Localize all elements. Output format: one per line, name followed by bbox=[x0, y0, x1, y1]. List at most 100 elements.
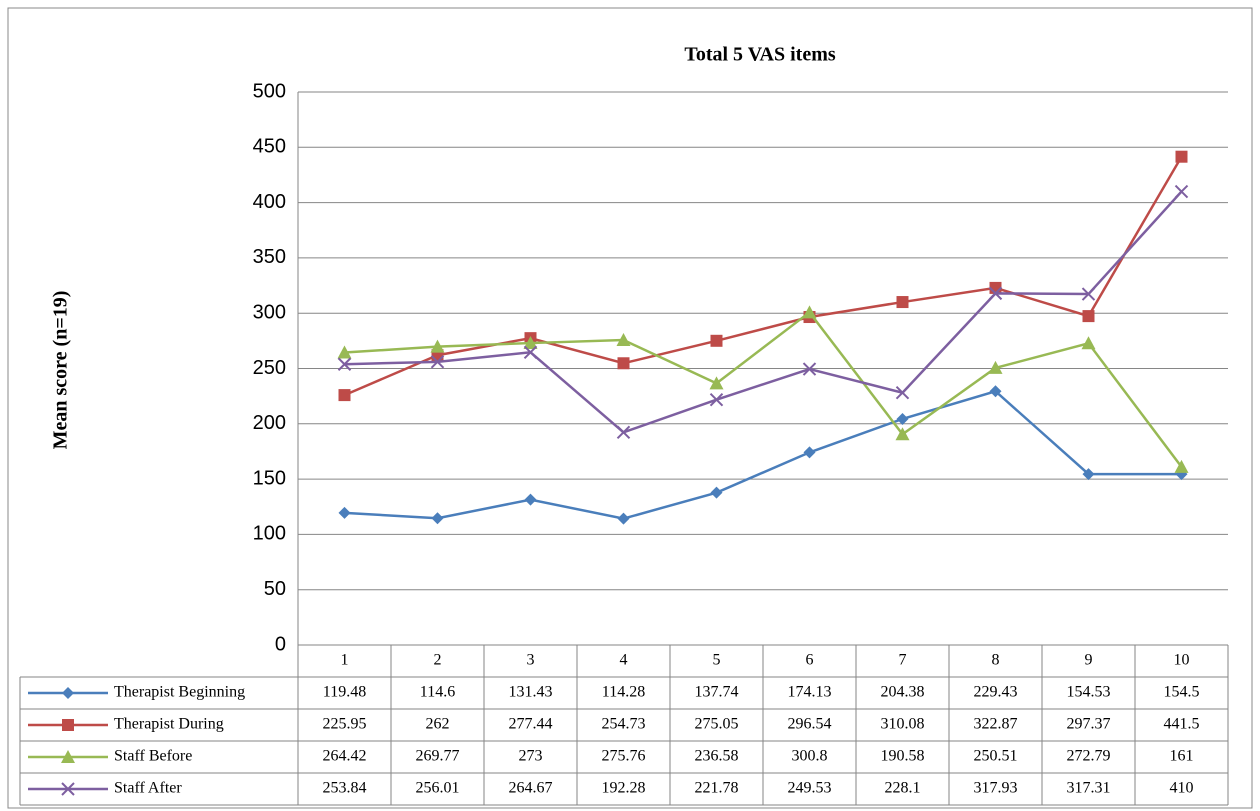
y-tick-label: 450 bbox=[253, 136, 286, 158]
table-value: 131.43 bbox=[509, 684, 553, 701]
data-point bbox=[338, 506, 351, 519]
table-value: 262 bbox=[426, 716, 450, 733]
table-value: 253.84 bbox=[323, 780, 367, 797]
y-tick-label: 50 bbox=[264, 578, 286, 600]
data-point bbox=[430, 339, 445, 353]
data-point bbox=[430, 355, 445, 369]
table-value: 275.05 bbox=[695, 716, 739, 733]
table-value: 275.76 bbox=[602, 748, 646, 765]
data-point bbox=[895, 386, 910, 400]
data-point bbox=[1174, 184, 1189, 199]
legend-label: Therapist During bbox=[114, 716, 224, 733]
data-point bbox=[1082, 310, 1095, 323]
x-tick-label: 4 bbox=[620, 652, 628, 669]
x-tick-label: 1 bbox=[341, 652, 349, 669]
y-tick-label: 300 bbox=[253, 301, 286, 323]
table-value: 264.67 bbox=[509, 780, 553, 797]
y-tick-label: 150 bbox=[253, 467, 286, 489]
data-point bbox=[709, 376, 724, 390]
series-line bbox=[344, 190, 1183, 434]
table-value: 114.6 bbox=[420, 684, 455, 701]
series-line bbox=[344, 156, 1183, 397]
table-value: 254.73 bbox=[602, 716, 646, 733]
table-value: 154.5 bbox=[1164, 684, 1200, 701]
legend-marker bbox=[62, 719, 74, 731]
x-tick-label: 8 bbox=[992, 652, 1000, 669]
x-tick-label: 6 bbox=[806, 652, 814, 669]
data-point bbox=[896, 412, 909, 425]
table-value: 204.38 bbox=[881, 684, 925, 701]
legend-label: Staff After bbox=[114, 780, 182, 797]
data-point bbox=[337, 345, 352, 359]
table-value: 221.78 bbox=[695, 780, 739, 797]
data-point bbox=[710, 486, 723, 499]
y-tick-label: 400 bbox=[253, 191, 286, 213]
table-value: 264.42 bbox=[323, 748, 367, 765]
y-tick-label: 250 bbox=[253, 357, 286, 379]
table-value: 225.95 bbox=[323, 716, 367, 733]
table-value: 300.8 bbox=[792, 748, 828, 765]
table-value: 317.31 bbox=[1067, 780, 1111, 797]
table-value: 250.51 bbox=[974, 748, 1018, 765]
table-value: 236.58 bbox=[695, 748, 739, 765]
table-value: 322.87 bbox=[974, 716, 1018, 733]
x-tick-label: 7 bbox=[899, 652, 907, 669]
table-value: 190.58 bbox=[881, 748, 925, 765]
data-point bbox=[802, 362, 817, 376]
legend-label: Therapist Beginning bbox=[114, 684, 245, 701]
data-point bbox=[710, 334, 723, 347]
legend-label: Staff Before bbox=[114, 748, 192, 765]
data-point bbox=[523, 345, 538, 359]
legend-marker bbox=[61, 782, 75, 796]
table-value: 297.37 bbox=[1067, 716, 1111, 733]
table-value: 317.93 bbox=[974, 780, 1018, 797]
table-value: 272.79 bbox=[1067, 748, 1111, 765]
chart-border bbox=[7, 7, 1253, 809]
x-tick-label: 5 bbox=[713, 652, 721, 669]
table-value: 174.13 bbox=[788, 684, 832, 701]
data-point bbox=[338, 389, 351, 402]
table-value: 310.08 bbox=[881, 716, 925, 733]
y-tick-label: 0 bbox=[275, 633, 286, 655]
table-value: 114.28 bbox=[602, 684, 645, 701]
series-line bbox=[344, 389, 1182, 520]
y-tick-label: 100 bbox=[253, 523, 286, 545]
y-tick-label: 350 bbox=[253, 246, 286, 268]
table-value: 228.1 bbox=[885, 780, 921, 797]
data-point bbox=[337, 357, 352, 371]
data-point bbox=[617, 512, 630, 525]
data-point bbox=[989, 385, 1002, 398]
data-point bbox=[895, 427, 910, 441]
table-value: 154.53 bbox=[1067, 684, 1111, 701]
data-point bbox=[1081, 287, 1096, 301]
y-tick-label: 500 bbox=[253, 80, 286, 102]
data-point bbox=[802, 305, 817, 319]
x-tick-label: 9 bbox=[1085, 652, 1093, 669]
data-point bbox=[431, 512, 444, 525]
x-tick-label: 2 bbox=[434, 652, 442, 669]
legend-marker bbox=[61, 750, 75, 763]
data-point bbox=[616, 425, 631, 440]
data-point bbox=[1081, 336, 1096, 350]
data-point bbox=[524, 493, 537, 506]
table-value: 119.48 bbox=[323, 684, 366, 701]
legend-marker bbox=[62, 687, 74, 699]
data-point bbox=[709, 393, 724, 407]
table-value: 256.01 bbox=[416, 780, 460, 797]
data-point bbox=[896, 296, 909, 309]
y-axis-label: Mean score (n=19) bbox=[50, 291, 72, 450]
table-value: 273 bbox=[519, 748, 543, 765]
data-point bbox=[617, 357, 630, 370]
data-point bbox=[1175, 150, 1188, 163]
x-tick-label: 3 bbox=[527, 652, 535, 669]
data-point bbox=[988, 286, 1003, 301]
data-point bbox=[523, 336, 538, 350]
x-tick-label: 10 bbox=[1174, 652, 1190, 669]
table-value: 277.44 bbox=[509, 716, 553, 733]
chart-title: Total 5 VAS items bbox=[684, 44, 836, 66]
table-value: 229.43 bbox=[974, 684, 1018, 701]
table-value: 441.5 bbox=[1164, 716, 1200, 733]
data-point bbox=[1082, 468, 1095, 481]
